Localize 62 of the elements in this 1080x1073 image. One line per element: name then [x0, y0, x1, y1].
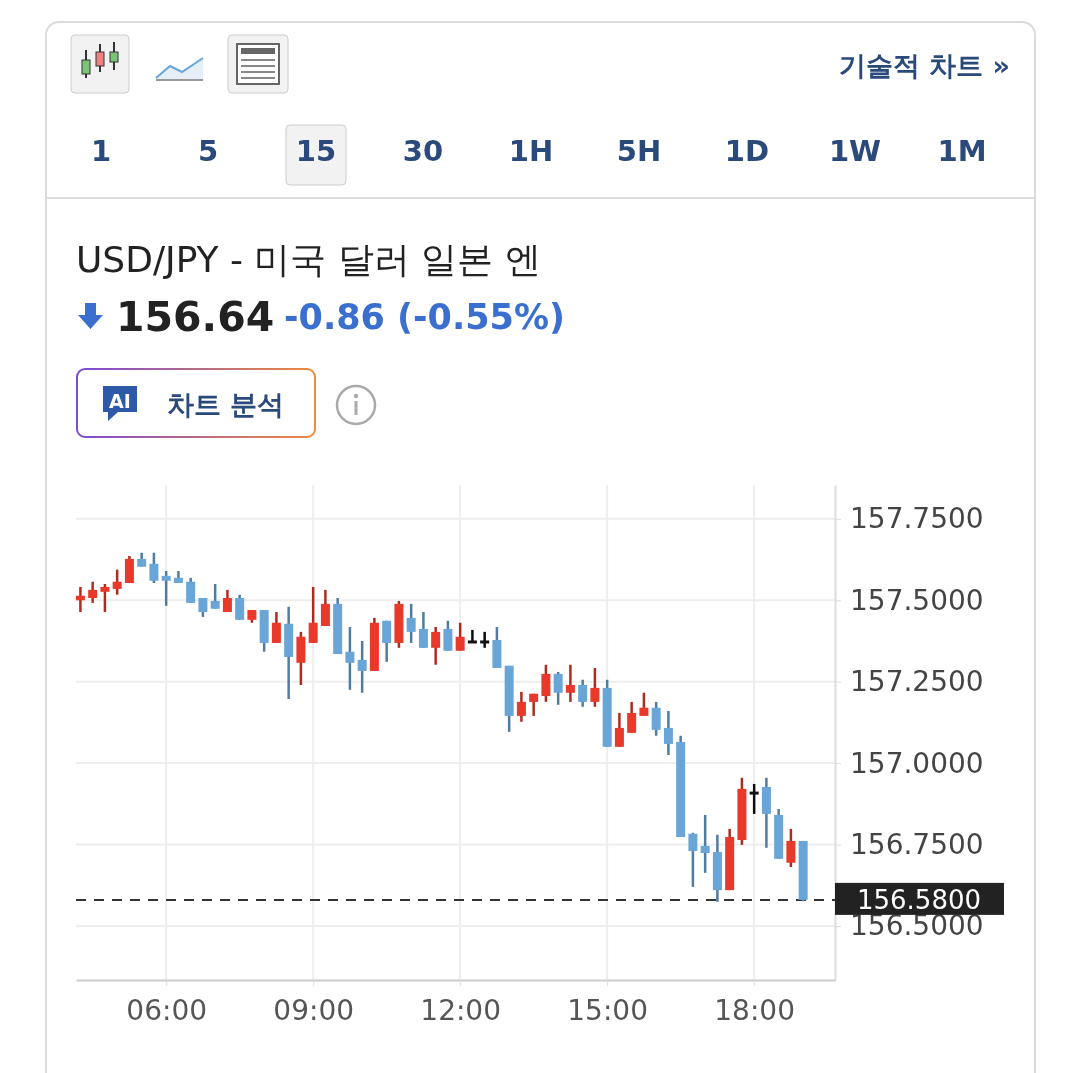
candlestick [418, 610, 428, 650]
candlestick [320, 588, 330, 628]
candlestick [651, 700, 661, 738]
text: 1D [723, 134, 771, 168]
candlestick [565, 663, 575, 704]
candlestick [516, 690, 526, 723]
candlestick [88, 580, 98, 605]
y-tick-label: 156.7500 [850, 827, 984, 861]
x-tick-label: 06:00 [126, 993, 208, 1027]
x-tick-label: 12:00 [420, 993, 502, 1027]
chart-title: USD/JPY - 미국 달러 일본 엔 [76, 239, 541, 280]
text: 1 [89, 134, 113, 168]
candlestick [663, 709, 673, 757]
candlestick [455, 621, 465, 653]
candlestick [431, 625, 441, 667]
candlestick [210, 582, 220, 610]
text: -0.86 (-0.55%) [284, 297, 566, 337]
text: 1W [827, 134, 883, 168]
candlestick [480, 630, 490, 650]
candlestick [553, 670, 563, 707]
candlestick [198, 596, 208, 619]
candlestick [161, 569, 171, 608]
candlestick [406, 602, 416, 645]
x-tick-label: 18:00 [714, 993, 795, 1027]
text: 5H [615, 134, 663, 168]
candlestick [627, 700, 637, 735]
x-tick-label: 09:00 [273, 993, 355, 1027]
text: 기술적 차트 » [838, 50, 1010, 81]
candlestick [578, 678, 588, 709]
candlestick [112, 568, 122, 596]
text: 1H [507, 134, 555, 168]
candlestick [186, 576, 196, 605]
y-tick-label: 157.2500 [850, 665, 984, 699]
candlestick [345, 625, 355, 692]
x-tick-label: 15:00 [567, 993, 648, 1027]
candlestick [467, 628, 477, 644]
candlestick [100, 582, 110, 614]
text: 15 [294, 134, 338, 168]
candlestick [271, 610, 281, 645]
candlestick [590, 666, 600, 709]
text: 5 [196, 134, 220, 168]
text: 1M [936, 134, 988, 168]
text: AI [109, 390, 131, 412]
candlestick [149, 551, 159, 585]
y-tick-label: 157.5000 [850, 583, 984, 617]
candlestick [700, 813, 710, 875]
candlestick [357, 639, 367, 695]
y-tick-label: 157.0000 [850, 746, 984, 780]
candlestick [614, 711, 624, 749]
candlestick [749, 782, 759, 816]
candlestick [786, 827, 796, 869]
text: 차트 분석 [167, 389, 285, 420]
candlestick [382, 619, 392, 664]
candlestick [688, 831, 698, 889]
y-tick-label: 157.7500 [850, 502, 984, 536]
candlestick [639, 691, 649, 718]
text: 30 [401, 134, 445, 168]
candlestick [235, 593, 245, 622]
text: 156.64 [116, 293, 275, 341]
candlestick [443, 619, 453, 653]
candlestick [308, 585, 318, 645]
candlestick [541, 663, 551, 704]
